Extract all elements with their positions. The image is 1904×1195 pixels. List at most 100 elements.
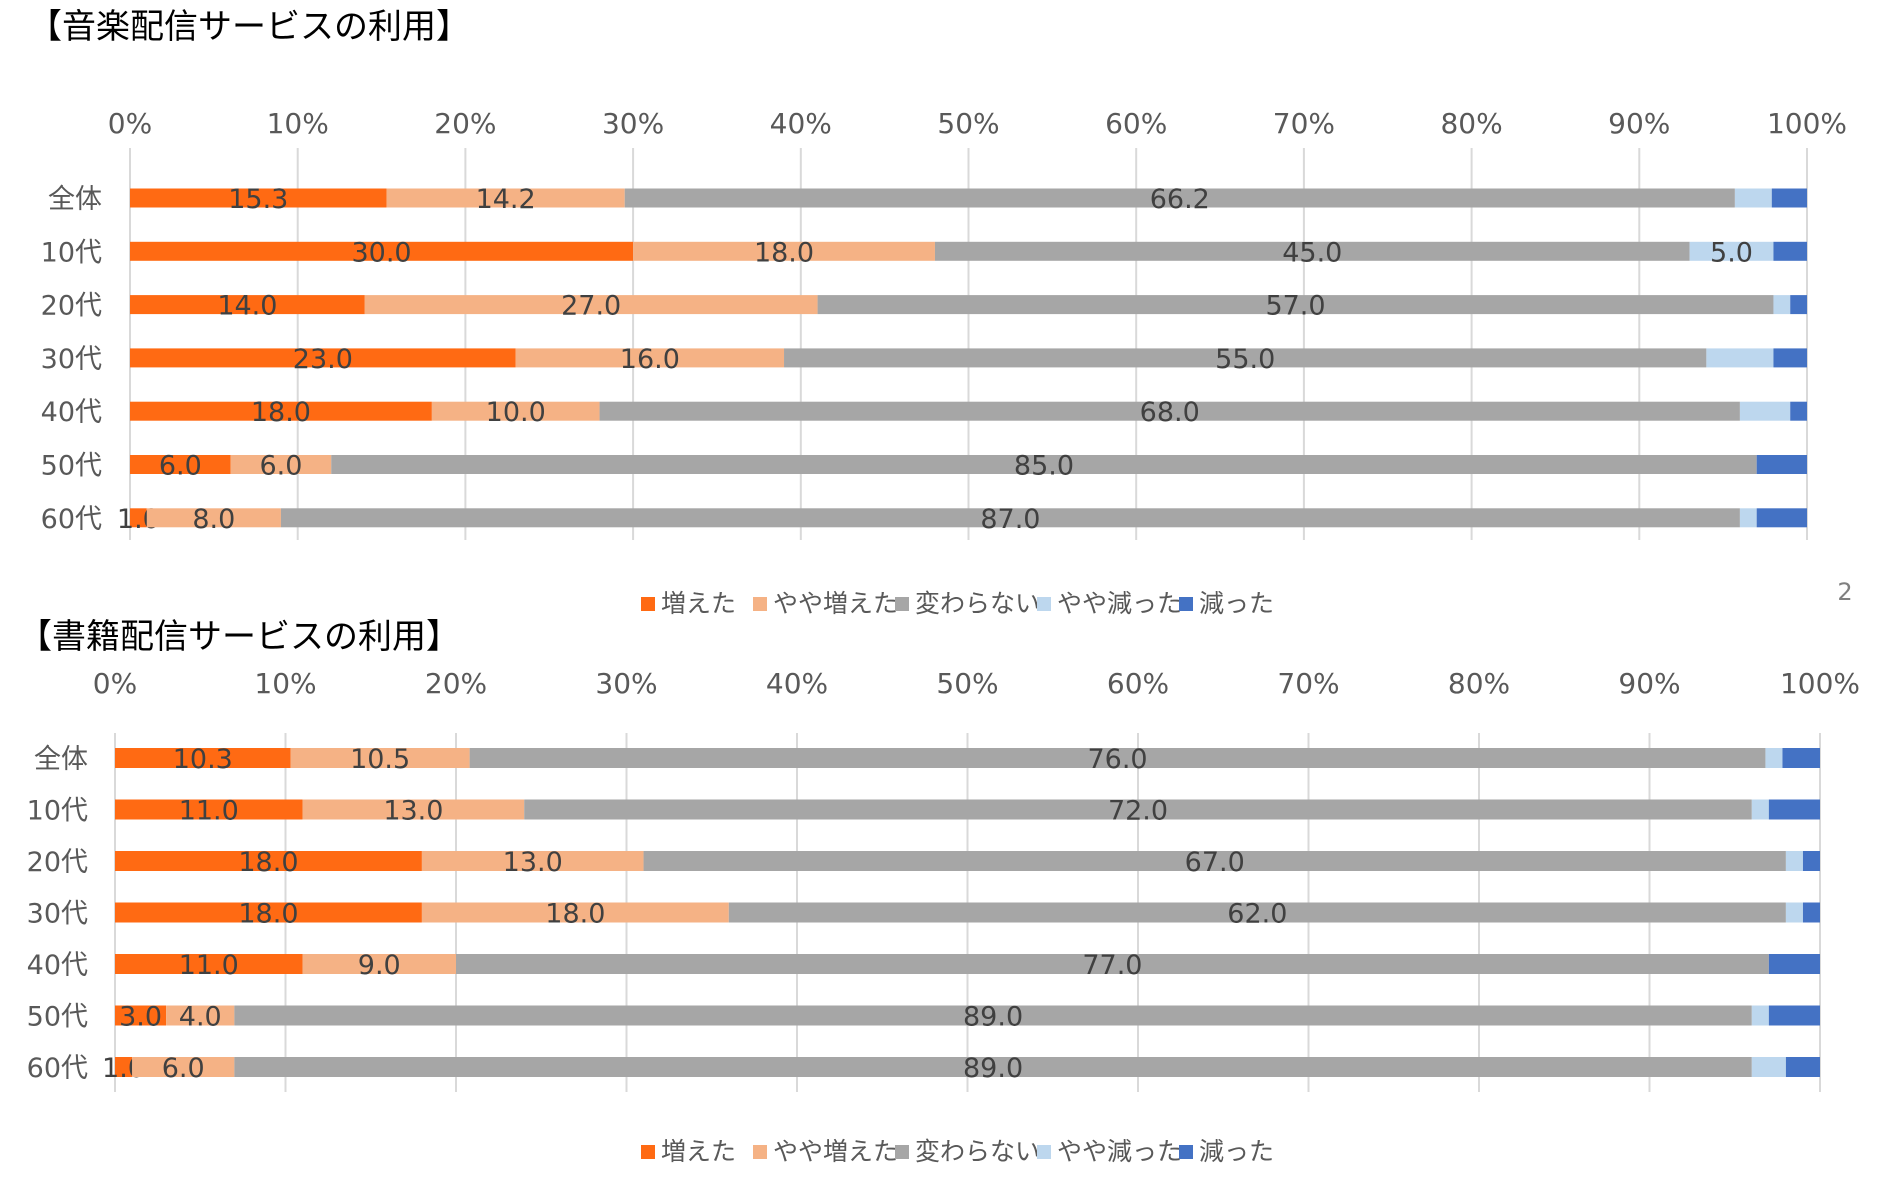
data-label: 66.2: [1150, 184, 1210, 215]
x-tick-label: 20%: [434, 107, 496, 140]
bar-segment: [515, 348, 785, 368]
bar-segment: [1785, 1057, 1820, 1077]
bar-segment: [1768, 1005, 1820, 1026]
bar-segment: [431, 401, 600, 421]
category-label: 20代: [41, 291, 102, 322]
bar-segment: [1734, 188, 1772, 208]
data-label: 55.0: [1215, 344, 1275, 375]
legend-label: やや減った: [1057, 589, 1182, 618]
x-tick-label: 60%: [1107, 667, 1169, 700]
bar-segment: [1790, 295, 1807, 315]
data-label: 85.0: [1014, 451, 1074, 482]
bar-segment: [1756, 508, 1807, 528]
bar-segment: [115, 902, 422, 923]
data-label: 30.0: [351, 237, 411, 268]
x-tick-label: 30%: [602, 107, 664, 140]
bar-segment: [934, 241, 1690, 261]
data-label: 68.0: [1140, 397, 1200, 428]
x-tick-label: 0%: [108, 107, 152, 140]
bar-segment: [1771, 188, 1807, 208]
bar-segment: [1768, 799, 1820, 820]
bar-segment: [456, 954, 1769, 974]
bar-segment: [1739, 508, 1757, 528]
data-label: 77.0: [1082, 950, 1142, 981]
category-label: 60代: [41, 504, 102, 535]
bar-segment: [469, 748, 1766, 768]
x-tick-label: 10%: [267, 107, 329, 140]
bar-segment: [599, 401, 1740, 421]
legend-item: やや減った: [1037, 1137, 1182, 1166]
bar-segment: [1739, 401, 1791, 421]
bar-segment: [130, 508, 147, 528]
bar-segment: [115, 851, 422, 871]
bar-segment: [331, 455, 1757, 474]
data-label: 10.0: [486, 397, 546, 428]
x-tick-label: 90%: [1608, 107, 1670, 140]
legend-item: 増えた: [641, 589, 736, 618]
category-label: 50代: [27, 1002, 88, 1033]
data-label: 87.0: [980, 504, 1040, 535]
data-label: 4.0: [179, 1002, 222, 1033]
legend-item: やや減った: [1037, 589, 1182, 618]
bar-segment: [1785, 902, 1803, 923]
data-label: 9.0: [358, 950, 401, 981]
data-label: 8.0: [192, 504, 235, 535]
bar-segment: [146, 508, 281, 528]
legend-item: やや増えた: [753, 1137, 898, 1166]
bar-segment: [817, 295, 1774, 315]
data-label: 89.0: [963, 1002, 1023, 1033]
legend-label: 減った: [1199, 589, 1274, 618]
bar-segment: [166, 1005, 235, 1026]
bar-segment: [1706, 348, 1774, 368]
x-tick-label: 40%: [770, 107, 832, 140]
x-tick-label: 40%: [766, 667, 828, 700]
book-streaming-chart: 【書籍配信サービスの利用】 0% 10% 20% 30% 40% 50% 60% 70% 80% 9…: [18, 617, 1860, 1166]
data-label: 62.0: [1227, 899, 1287, 930]
x-tick-label: 50%: [936, 667, 998, 700]
bar-segment: [1751, 1057, 1786, 1077]
x-tick-label: 10%: [254, 667, 316, 700]
bar-segment: [130, 295, 365, 315]
bar-segment: [115, 748, 291, 768]
x-tick-label: 30%: [595, 667, 657, 700]
bar-segment: [1802, 902, 1820, 923]
bar-segment: [1751, 799, 1769, 820]
legend-item: やや増えた: [753, 589, 898, 618]
category-label: 40代: [27, 950, 88, 981]
data-label: 18.0: [545, 899, 605, 930]
data-label: 10.5: [350, 744, 410, 775]
bar-segment: [230, 455, 332, 474]
bar-segment: [364, 295, 818, 315]
legend-swatch: [641, 597, 655, 611]
legend-label: やや増えた: [773, 589, 898, 618]
bar-segment: [280, 508, 1740, 528]
bar-segment: [1773, 241, 1807, 261]
bar-segment: [784, 348, 1707, 368]
bar-segment: [421, 902, 729, 923]
data-label: 11.0: [179, 950, 239, 981]
legend-swatch: [895, 1145, 909, 1159]
legend-swatch: [895, 597, 909, 611]
bar-segment: [130, 401, 432, 421]
data-label: 67.0: [1185, 847, 1245, 878]
bar-segment: [234, 1057, 1752, 1077]
legend-item: 減った: [1179, 1137, 1274, 1166]
x-tick-label: 60%: [1105, 107, 1167, 140]
data-label: 16.0: [620, 344, 680, 375]
data-label: 18.0: [251, 397, 311, 428]
data-label: 57.0: [1265, 291, 1325, 322]
legend-item: 増えた: [641, 1137, 736, 1166]
data-label: 14.0: [217, 291, 277, 322]
bar-segment: [1751, 1005, 1769, 1026]
category-label: 全体: [48, 184, 102, 215]
bar-segment: [130, 188, 387, 208]
bar-segment: [1689, 241, 1774, 261]
page-number: 2: [1837, 578, 1852, 606]
bar-segment: [633, 241, 935, 261]
music-streaming-chart: 【音楽配信サービスの利用】 0% 10% 20% 30% 40% 50% 60% 70% 80% 9…: [28, 7, 1847, 618]
data-label: 27.0: [561, 291, 621, 322]
bar-segment: [130, 348, 516, 368]
category-label: 50代: [41, 451, 102, 482]
bar-segment: [624, 188, 1735, 208]
